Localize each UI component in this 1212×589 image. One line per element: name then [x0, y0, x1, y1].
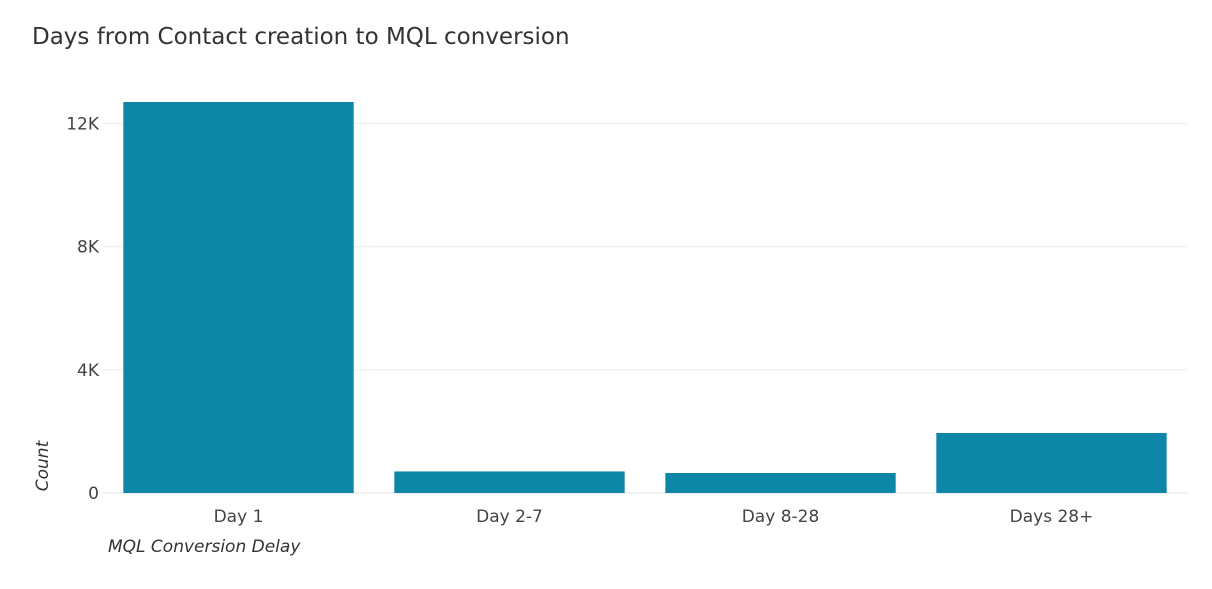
- bar[interactable]: [123, 102, 354, 493]
- bars: [123, 102, 1167, 493]
- chart-title: Days from Contact creation to MQL conver…: [32, 24, 570, 50]
- x-tick-label: Days 28+: [1010, 507, 1094, 527]
- y-tick-label: 0: [88, 484, 99, 504]
- y-tick-label: 12K: [66, 115, 100, 135]
- x-tick-label: Day 1: [214, 507, 264, 527]
- y-tick-labels: 0 4K 8K 12K: [66, 115, 100, 504]
- y-tick-label: 4K: [77, 361, 100, 381]
- x-tick-label: Day 8-28: [742, 507, 820, 527]
- y-axis-title: Count: [33, 439, 53, 491]
- y-tick-label: 8K: [77, 238, 100, 258]
- x-axis-title: MQL Conversion Delay: [108, 537, 301, 557]
- x-tick-label: Day 2-7: [476, 507, 543, 527]
- bar[interactable]: [936, 432, 1167, 493]
- bar[interactable]: [665, 472, 896, 493]
- bar[interactable]: [394, 471, 625, 493]
- x-tick-labels: Day 1 Day 2-7 Day 8-28 Days 28+: [214, 507, 1094, 527]
